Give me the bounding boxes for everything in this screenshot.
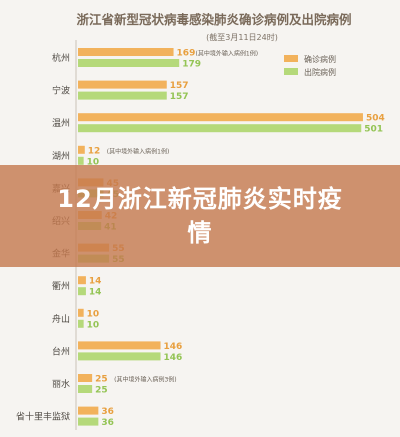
bar-confirmed [78,276,86,285]
legend-swatch-confirmed [284,55,298,62]
legend-label-confirmed: 确诊病例 [304,54,336,64]
data-label: 179 [182,60,201,70]
annotation-label: (其中境外输入病例3例) [114,376,177,384]
bar-confirmed [78,145,85,154]
title-banner: 12月浙江新冠肺炎实时疫情 [0,165,400,267]
data-label: 157 [170,92,189,102]
annotation-label: (其中境外输入病例1例) [196,50,258,58]
category-label: 丽水 [52,378,70,390]
bar-confirmed [78,406,99,415]
bar-confirmed [78,308,84,317]
bar-discharged [78,124,362,133]
data-label: 157 [170,81,189,91]
data-label: 146 [164,342,183,352]
legend-swatch-discharged [284,68,298,75]
bar-confirmed [78,341,161,350]
data-label: 14 [89,277,102,287]
chart-subtitle: (截至3月11日24时) [206,32,278,42]
data-label: 10 [87,320,100,330]
data-label: 501 [364,125,383,135]
bar-confirmed [78,80,167,89]
bar-confirmed [78,113,363,122]
chart-title: 浙江省新型冠状病毒感染肺炎确诊病例及出院病例 [76,12,351,27]
bar-confirmed [78,374,93,382]
category-label: 省十里丰监狱 [16,411,70,423]
category-label: 湖州 [52,151,70,162]
data-label: 10 [87,157,100,167]
data-label: 36 [101,407,114,417]
data-label: 169 [177,49,196,59]
legend-label-discharged: 出院病例 [304,67,336,77]
banner-title: 12月浙江新冠肺炎实时疫情 [57,185,343,247]
bar-discharged [78,319,84,328]
data-label: 25 [95,375,108,385]
bar-discharged [78,59,180,67]
data-label: 25 [95,386,108,396]
annotation-label: (其中境外输入病例1例) [107,147,169,155]
chart-marks: 杭州169179宁波157157温州504501湖州1210嘉兴4545绍兴42… [16,48,385,428]
chart-legend: 确诊病例 出院病例 [284,54,336,77]
data-label: 10 [87,309,100,319]
bar-discharged [78,352,161,361]
bar-discharged [78,287,86,296]
category-label: 宁波 [52,85,70,97]
data-label: 146 [164,353,183,363]
data-label: 36 [101,418,114,428]
category-label: 温州 [52,118,70,129]
category-label: 衢州 [52,280,70,292]
category-label: 杭州 [52,52,70,64]
data-label: 504 [366,114,385,124]
bar-discharged [78,385,93,393]
bar-discharged [78,417,99,426]
data-label: 14 [89,288,102,298]
bar-discharged [78,91,167,100]
bar-discharged [78,156,84,165]
category-label: 台州 [52,345,70,357]
bar-confirmed [78,48,174,56]
category-label: 舟山 [52,313,70,325]
data-label: 12 [88,146,101,156]
